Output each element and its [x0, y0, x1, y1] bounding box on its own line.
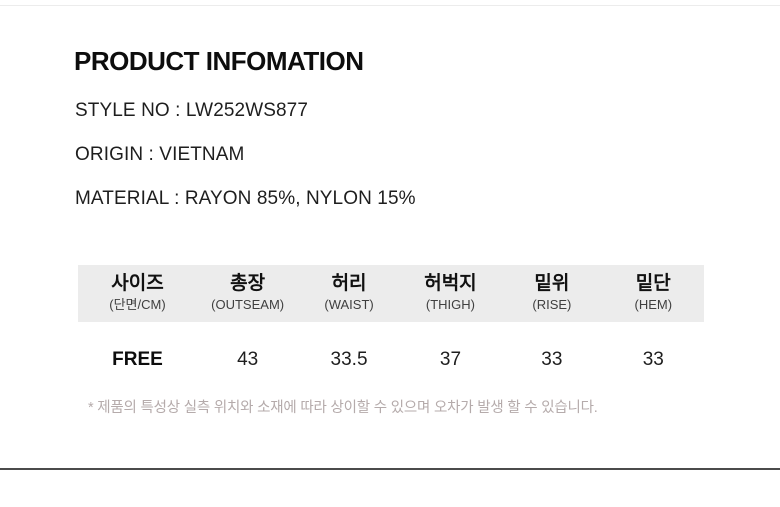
size-table: 사이즈 (단면/CM) 총장 (OUTSEAM) 허리 (WAIST) 허벅지 … — [78, 265, 704, 371]
style-no-line: STYLE NO : LW252WS877 — [75, 100, 309, 121]
origin-line: ORIGIN : VIETNAM — [75, 144, 245, 165]
bottom-divider-line — [0, 468, 780, 470]
cell-waist: 33.5 — [330, 349, 368, 370]
column-label: 사이즈 — [111, 273, 164, 295]
cell-thigh: 37 — [439, 349, 462, 370]
size-table-row-free: FREE 43 33.5 37 33 33 — [78, 349, 704, 371]
measurement-disclaimer-note: * 제품의 특성상 실측 위치와 소재에 따라 상이할 수 있으며 오차가 발생… — [88, 400, 598, 416]
cell-size: FREE — [112, 349, 163, 370]
cell-rise: 33 — [541, 349, 563, 370]
cell-hem: 33 — [642, 349, 664, 370]
column-label: 허벅지 — [424, 273, 477, 295]
size-table-header: 사이즈 (단면/CM) 총장 (OUTSEAM) 허리 (WAIST) 허벅지 … — [78, 265, 704, 322]
column-label: 허리 — [331, 273, 367, 295]
column-sublabel: (단면/CM) — [109, 297, 166, 313]
column-sublabel: (OUTSEAM) — [211, 297, 285, 313]
column-label: 총장 — [230, 273, 266, 295]
column-header-rise: 밑위 (RISE) — [501, 273, 602, 313]
column-sublabel: (HEM) — [634, 297, 673, 313]
column-header-thigh: 허벅지 (THIGH) — [400, 273, 501, 313]
cell-outseam: 43 — [237, 349, 259, 370]
column-label: 밑단 — [635, 273, 671, 295]
column-header-outseam: 총장 (OUTSEAM) — [197, 273, 298, 313]
column-header-size: 사이즈 (단면/CM) — [78, 273, 197, 313]
top-divider-line — [0, 5, 780, 6]
column-sublabel: (WAIST) — [324, 297, 374, 313]
material-line: MATERIAL : RAYON 85%, NYLON 15% — [75, 188, 416, 209]
page-title: PRODUCT INFOMATION — [74, 46, 364, 76]
column-header-waist: 허리 (WAIST) — [298, 273, 399, 313]
column-label: 밑위 — [534, 273, 570, 295]
column-sublabel: (RISE) — [532, 297, 572, 313]
column-sublabel: (THIGH) — [425, 297, 475, 313]
column-header-hem: 밑단 (HEM) — [603, 273, 704, 313]
